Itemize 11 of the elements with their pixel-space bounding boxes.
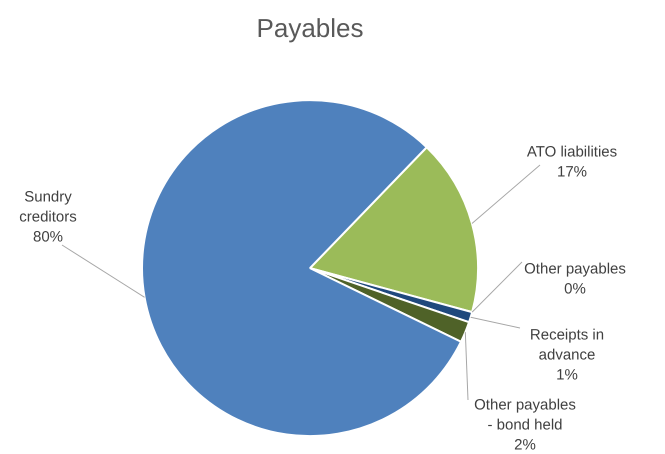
data-label: 80% [32,228,64,246]
category-label: Other payables [524,260,626,278]
data-label: 17% [556,164,588,181]
slice-label: ATO liabilities [526,144,618,161]
slice-label: Sundry creditors [19,188,77,226]
slice-label: Receipts in advance [530,326,604,364]
data-label: 2% [514,436,536,454]
chart-title: Payables [256,12,364,43]
text: 0% [564,280,586,298]
slice-label: Other payables - bond held [474,396,576,434]
data-label: 1% [556,366,578,384]
